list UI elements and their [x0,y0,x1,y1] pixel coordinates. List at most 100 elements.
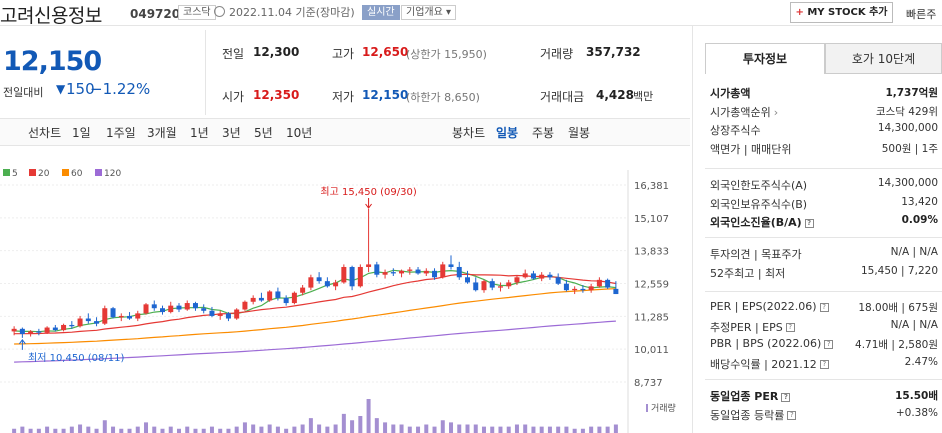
candle-body [28,331,34,334]
info-label: 투자의견 | 목표주가 [710,246,802,262]
company-name: 고려신용정보 [0,5,102,27]
candle-body [539,274,545,279]
volume-bar [275,426,280,433]
change-value: 150 [66,80,95,98]
volume-bar [12,428,17,433]
legend-swatch [62,169,69,176]
stock-header [0,0,942,26]
help-icon[interactable]: ? [824,339,834,349]
volume-bar [366,399,371,433]
amount-value: 4,428 [596,88,634,102]
high-value: 12,650 [362,45,409,59]
period-5y[interactable]: 5년 [254,126,273,140]
volume-bar [127,428,132,433]
volume-bar [267,424,272,433]
moving-average-legend: 5 20 60 120 [3,169,121,179]
candle-body [234,309,240,319]
company-overview-dropdown[interactable]: 기업개요 ▾ [401,5,456,20]
volume-label: 거래량 [651,402,676,414]
info-value: 0.09% [901,214,938,226]
info-value: +0.38% [895,406,938,419]
candle-body [481,281,487,291]
add-my-stock-button[interactable]: + MY STOCK 추가 [790,2,893,23]
info-label-text: 추정PER | EPS [710,320,783,334]
current-price: 12,150 [3,46,102,77]
candle-body [382,272,388,275]
info-label-text: 액면가 | 매매단위 [710,142,792,156]
candle-body [374,264,380,275]
candle-body [432,270,438,278]
volume-bar [300,424,305,433]
info-label: 동일업종 PER? [710,388,791,404]
volume-bar [53,428,58,433]
candle-body [489,281,495,288]
volume-bar [580,428,585,433]
period-1d[interactable]: 1일 [72,126,91,140]
help-icon[interactable]: ? [819,360,829,369]
info-value: 14,300,000 [877,122,938,134]
help-icon[interactable]: ? [781,392,791,402]
candle-body [94,321,100,324]
period-3m[interactable]: 3개월 [147,126,177,140]
help-icon[interactable]: ? [819,302,829,312]
info-label: 외국인한도주식수(A) [710,177,807,193]
tab-order-book[interactable]: 호가 10단계 [825,43,942,74]
low-value: 12,150 [362,88,409,102]
help-icon[interactable]: ? [787,411,797,420]
candle-body [440,264,446,278]
upper-limit: (상한가 15,950) [406,48,487,61]
price-chart: 5 20 60 120 거래량 16,381 15,107 13,833 12,559 11,… [0,169,676,433]
volume-bar [193,428,198,433]
tab-invest-info[interactable]: 투자정보 [705,43,825,74]
prev-compare-label: 전일대비 [3,86,44,99]
period-1w[interactable]: 1주일 [106,126,136,140]
volume-bar [449,422,454,433]
info-label-text: 시가총액순위 [710,105,771,119]
fast-order-link[interactable]: 빠른주 [906,8,937,21]
candle-body [160,308,165,313]
volume-bar [333,424,338,433]
annotations: 최고 15,450 (09/30) 최저 10,450 (08/11) [18,186,417,364]
volume-bar [416,426,421,433]
realtime-button[interactable]: 실시간 [362,5,400,20]
candle-weekly[interactable]: 주봉 [532,126,555,140]
candle-body [176,305,182,310]
period-10y[interactable]: 10년 [286,126,313,140]
y-tick-label: 8,737 [634,378,663,389]
candle-body [563,283,569,291]
lower-limit: (하한가 8,650) [406,91,480,104]
volume-bar [242,422,247,433]
line-chart-label: 선차트 [28,126,62,140]
candle-body [61,324,67,331]
candle-monthly[interactable]: 월봉 [568,126,591,140]
legend-swatch [3,169,10,176]
period-1y[interactable]: 1년 [190,126,209,140]
volume-bar [111,426,116,433]
period-3y[interactable]: 3년 [222,126,241,140]
help-icon[interactable]: ? [804,218,814,228]
candle-daily[interactable]: 일봉 [496,126,519,140]
volume-bar [144,422,149,433]
volume-bar [176,428,181,433]
volume-bar [308,418,313,433]
info-label-text: 외국인소진율(B/A) [710,216,802,229]
info-label: 액면가 | 매매단위 [710,141,792,157]
y-tick-label: 16,381 [634,181,669,192]
moving-average-lines [14,269,616,363]
volume-bar [539,426,544,433]
help-icon[interactable]: ? [785,323,795,332]
volume-bar [45,426,50,433]
legend-label: 20 [38,169,50,179]
info-value: 코스닥 429위 [875,105,938,118]
candle-body [283,297,289,304]
volume-bar [605,426,610,433]
volume-bar [457,424,462,433]
candle-body [77,318,83,327]
candle-body [324,281,330,287]
volume-bar [135,426,140,433]
legend-swatch [29,169,36,176]
candles [11,208,619,338]
chevron-right-icon[interactable]: › [773,105,779,119]
info-value: N/A | N/A [890,318,938,331]
candle-body [300,287,306,293]
